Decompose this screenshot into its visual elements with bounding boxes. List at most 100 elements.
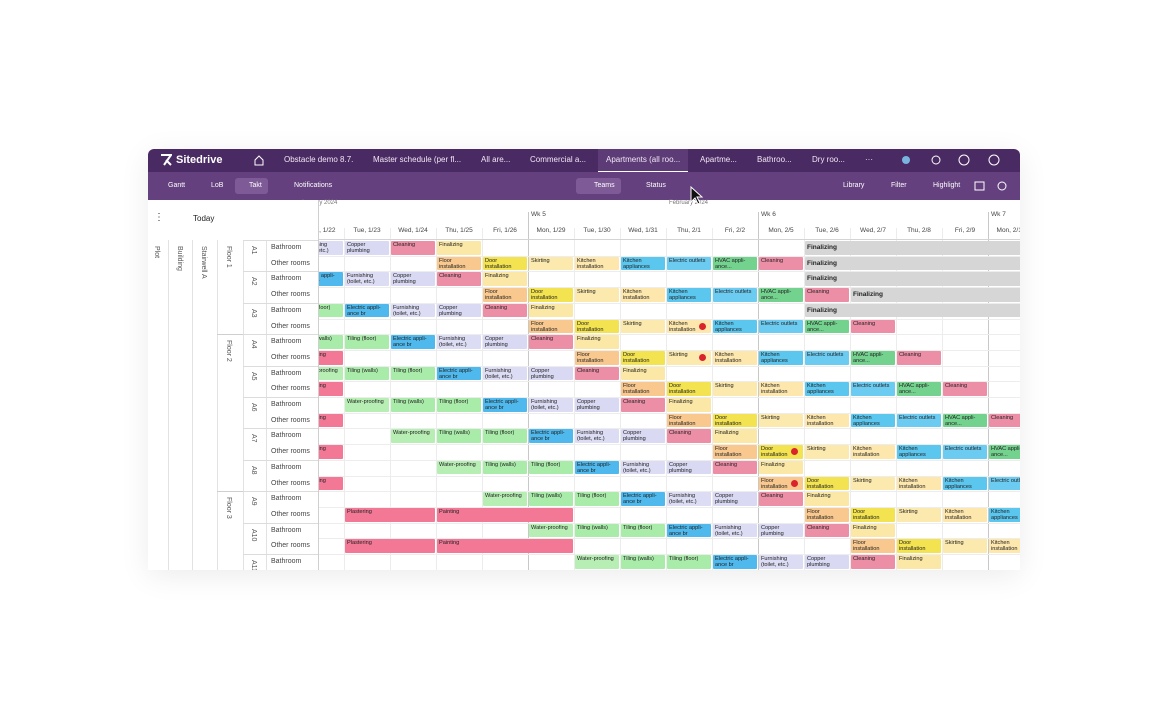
task-cell[interactable]: Door installation — [575, 319, 619, 334]
task-cell[interactable]: Floor installation — [575, 350, 619, 365]
task-cell[interactable]: Floor installation — [805, 507, 849, 522]
tab[interactable]: Obstacle demo 8.7. — [284, 155, 354, 164]
task-cell[interactable]: Tiling (floor) — [529, 460, 573, 475]
teams-button[interactable]: Teams — [576, 178, 621, 194]
task-cell[interactable]: Water-proofing — [529, 523, 573, 538]
task-cell[interactable]: Copper plumbing — [759, 523, 803, 538]
task-cell[interactable]: Water-proofing — [483, 492, 527, 506]
toolbar-icons[interactable] — [974, 180, 1014, 192]
task-cell[interactable]: Tiling (floor) — [345, 335, 389, 349]
task-cell[interactable]: Tiling (floor) — [483, 429, 527, 444]
task-cell[interactable]: Cleaning — [805, 523, 849, 538]
task-cell[interactable]: Tiling (floor) — [437, 398, 481, 412]
task-cell[interactable]: Cleaning — [391, 241, 435, 255]
task-cell[interactable]: Kitchen appliances — [713, 319, 757, 334]
task-cell[interactable]: Painting — [437, 507, 573, 522]
task-cell[interactable]: Skirting — [943, 539, 987, 553]
icon-help[interactable] — [988, 154, 1000, 166]
task-cell[interactable]: Furnishing (toilet, etc.) — [667, 492, 711, 506]
task-cell[interactable]: Tiling (walls) — [391, 398, 435, 412]
task-cell[interactable]: Floor installation — [621, 382, 665, 396]
task-cell[interactable]: Finalizing — [805, 241, 1020, 255]
icon-user[interactable] — [958, 154, 970, 166]
task-cell[interactable]: Cleaning — [851, 319, 895, 334]
task-cell[interactable]: Cleaning — [897, 350, 941, 365]
task-cell[interactable]: Door installation — [621, 350, 665, 365]
task-cell[interactable]: Kitchen appliances — [943, 476, 987, 491]
task-cell[interactable]: Electric outlets — [713, 288, 757, 302]
task-cell[interactable]: Finalizing — [667, 398, 711, 412]
task-cell[interactable]: Tiling (floor) — [621, 523, 665, 538]
task-cell[interactable]: Copper plumbing — [575, 398, 619, 412]
task-cell[interactable]: Electric appli-ance br — [345, 303, 389, 318]
task-cell[interactable]: Tiling (floor) — [667, 555, 711, 569]
task-cell[interactable]: Copper plumbing — [805, 555, 849, 569]
task-cell[interactable]: Cleaning — [529, 335, 573, 349]
task-cell[interactable]: Skirting — [621, 319, 665, 334]
task-cell[interactable]: Electric appli-ance br — [713, 555, 757, 569]
task-cell[interactable]: HVAC appli-ance... — [759, 288, 803, 302]
task-cell[interactable]: Cleaning — [667, 429, 711, 444]
task-cell[interactable]: Skirting — [805, 445, 849, 459]
task-cell[interactable]: Kitchen installation — [989, 539, 1020, 553]
task-cell[interactable]: Copper plumbing — [345, 241, 389, 255]
task-cell[interactable]: Kitchen installation — [621, 288, 665, 302]
task-cell[interactable]: Furnishing (toilet, etc.) — [437, 335, 481, 349]
tab[interactable]: Bathroo... — [757, 155, 792, 164]
task-cell[interactable]: Electric outlets — [943, 445, 987, 459]
tab[interactable]: ··· — [865, 155, 873, 164]
task-cell[interactable]: HVAC appli-ance... — [989, 445, 1020, 459]
task-cell[interactable]: Electric appli-ance br — [391, 335, 435, 349]
task-cell[interactable]: Floor installation — [713, 445, 757, 459]
task-cell[interactable]: Electric appli-ance br — [529, 429, 573, 444]
task-cell[interactable]: Finalizing — [759, 460, 803, 475]
task-cell[interactable]: Kitchen installation — [759, 382, 803, 396]
task-cell[interactable]: Floor installation — [529, 319, 573, 334]
task-cell[interactable]: Copper plumbing — [667, 460, 711, 475]
task-cell[interactable]: Finalizing — [437, 241, 481, 255]
task-cell[interactable]: HVAC appli-ance... — [851, 350, 895, 365]
task-cell[interactable]: Skirting — [851, 476, 895, 491]
task-cell[interactable]: Kitchen appliances — [805, 382, 849, 396]
highlight-button[interactable]: Highlight — [933, 182, 961, 189]
task-cell[interactable]: Electric outlets — [897, 413, 941, 428]
home-icon[interactable] — [253, 154, 265, 166]
notifications[interactable]: Notifications — [294, 182, 333, 189]
task-cell[interactable]: Floor installation — [483, 288, 527, 302]
task-cell[interactable]: Cleaning — [759, 256, 803, 271]
task-cell[interactable]: Furnishing (toilet, etc.) — [529, 398, 573, 412]
task-cell[interactable]: Plastering — [345, 507, 435, 522]
task-cell[interactable]: Finalizing — [851, 288, 1020, 302]
task-cell[interactable]: Cleaning — [713, 460, 757, 475]
task-cell[interactable]: Tiling (walls) — [483, 460, 527, 475]
task-cell[interactable]: Door installation — [529, 288, 573, 302]
task-cell[interactable]: Cleaning — [943, 382, 987, 396]
task-cell[interactable]: Skirting — [529, 256, 573, 271]
task-cell[interactable]: Cleaning — [805, 288, 849, 302]
task-cell[interactable]: Kitchen appliances — [759, 350, 803, 365]
task-cell[interactable]: Cleaning — [851, 555, 895, 569]
task-cell[interactable]: Skirting — [897, 507, 941, 522]
task-cell[interactable]: Finalizing — [575, 335, 619, 349]
today-button[interactable]: Today — [193, 214, 215, 223]
task-cell[interactable]: Electric appli-ance br — [437, 366, 481, 381]
task-cell[interactable]: Kitchen installation — [897, 476, 941, 491]
task-cell[interactable]: Electric outlets — [759, 319, 803, 334]
task-cell[interactable]: Copper plumbing — [529, 366, 573, 381]
task-cell[interactable]: Furnishing (toilet, etc.) — [759, 555, 803, 569]
task-cell[interactable]: Kitchen appliances — [897, 445, 941, 459]
task-cell[interactable]: Copper plumbing — [621, 429, 665, 444]
task-cell[interactable]: Door installation — [851, 507, 895, 522]
tab[interactable]: Apartments (all roo... — [598, 149, 689, 172]
task-cell[interactable]: Kitchen appliances — [667, 288, 711, 302]
task-cell[interactable]: HVAC appli-ance... — [713, 256, 757, 271]
task-cell[interactable]: Floor installation — [851, 539, 895, 553]
task-cell[interactable]: Electric appli-ance br — [575, 460, 619, 475]
task-cell[interactable]: Finalizing — [483, 272, 527, 287]
task-cell[interactable]: Cleaning — [483, 303, 527, 318]
task-cell[interactable]: Kitchen appliances — [989, 507, 1020, 522]
task-cell[interactable]: Cleaning — [989, 413, 1020, 428]
task-cell[interactable]: Kitchen installation — [851, 445, 895, 459]
task-cell[interactable]: Finalizing — [529, 303, 573, 318]
task-cell[interactable]: Finalizing — [805, 303, 1020, 318]
